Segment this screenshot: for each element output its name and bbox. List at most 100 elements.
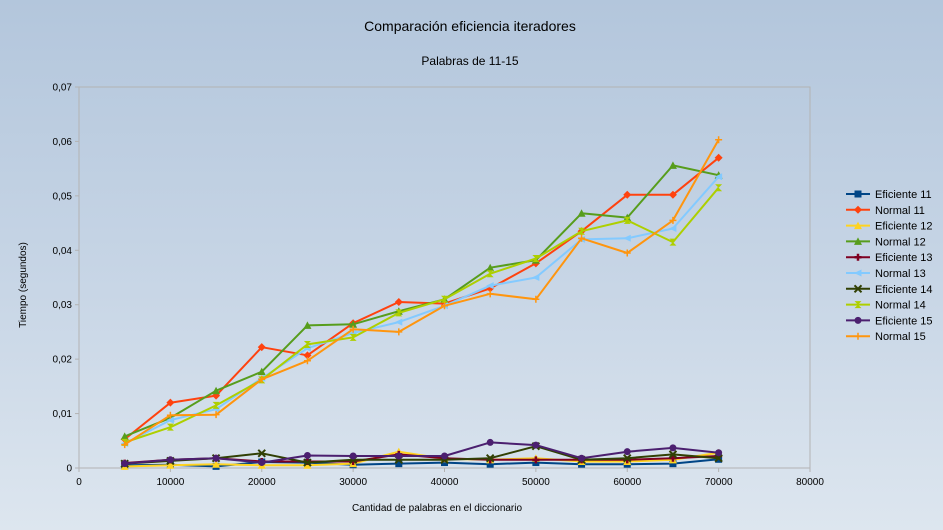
legend-item: Normal 11: [846, 205, 925, 217]
data-point: [486, 290, 494, 298]
legend-marker: [854, 221, 862, 230]
legend-label: Eficiente 15: [875, 315, 932, 327]
data-point: [714, 173, 723, 181]
x-tick-label: 20000: [248, 477, 276, 488]
data-point: [303, 458, 312, 467]
data-point: [669, 216, 677, 224]
series-line: [124, 187, 720, 444]
legend-item: Normal 15: [846, 331, 926, 343]
legend-marker: [853, 284, 863, 294]
data-point: [121, 460, 129, 468]
data-point: [303, 321, 312, 329]
x-tick-label: 10000: [156, 477, 184, 488]
data-point: [349, 333, 357, 341]
data-point: [441, 452, 448, 460]
x-tick-label: 40000: [431, 477, 459, 488]
legend-item: Eficiente 13: [846, 252, 932, 264]
y-axis-label: Tiempo (segundos): [18, 242, 29, 328]
data-point: [623, 453, 632, 463]
data-point: [578, 234, 586, 242]
data-point: [349, 325, 357, 333]
x-tick-label: 0: [76, 477, 82, 488]
data-point: [485, 453, 495, 463]
series-line: [124, 458, 719, 468]
data-point: [532, 295, 540, 303]
data-point: [578, 454, 586, 462]
data-point: [486, 270, 494, 278]
data-point: [669, 460, 677, 468]
data-point: [166, 398, 175, 407]
data-point: [668, 190, 677, 199]
series-normal-15: [121, 136, 723, 449]
chart-subtitle: Palabras de 11-15: [421, 54, 519, 68]
legend-item: Normal 14: [846, 300, 926, 312]
data-point: [441, 459, 448, 467]
x-axis-label: Cantidad de palabras en el diccionario: [352, 503, 523, 514]
legend-label: Normal 14: [875, 300, 926, 312]
series-normal-13: [120, 173, 723, 448]
legend-label: Normal 13: [875, 268, 926, 280]
legend-item: Eficiente 15: [846, 315, 932, 327]
data-point: [623, 216, 631, 224]
data-point: [486, 460, 494, 468]
legend-item: Normal 13: [846, 268, 926, 280]
legend-marker: [854, 190, 862, 198]
data-point: [486, 438, 494, 446]
legend-label: Normal 11: [875, 205, 925, 217]
data-point: [395, 309, 403, 317]
legend-label: Eficiente 13: [875, 252, 932, 264]
data-point: [121, 441, 129, 449]
data-point: [303, 451, 311, 459]
y-tick-label: 0,01: [53, 409, 73, 420]
data-point: [532, 441, 540, 449]
legend-marker: [854, 253, 862, 261]
data-point: [166, 456, 174, 464]
data-point: [257, 343, 266, 352]
data-point: [349, 452, 357, 460]
legend-marker: [854, 301, 862, 309]
x-tick-label: 80000: [796, 477, 824, 488]
data-point: [212, 401, 220, 409]
data-point: [257, 449, 266, 458]
data-point: [623, 448, 631, 456]
data-point: [212, 386, 221, 395]
chart-title: Comparación eficiencia iteradores: [364, 18, 576, 34]
data-point: [212, 411, 220, 419]
series-line: [124, 445, 719, 465]
data-point: [623, 249, 631, 257]
x-tick-label: 50000: [522, 477, 550, 488]
data-point: [715, 184, 723, 192]
data-point: [486, 282, 494, 290]
data-point: [441, 295, 448, 303]
data-point: [212, 454, 220, 462]
data-point: [532, 254, 540, 262]
legend-marker: [854, 237, 862, 245]
y-tick-label: 0,05: [53, 191, 73, 202]
y-tick-label: 0,06: [53, 137, 73, 148]
legend-item: Normal 12: [846, 236, 926, 248]
y-tick-label: 0,02: [53, 355, 73, 366]
x-tick-label: 70000: [705, 477, 733, 488]
legend-label: Normal 15: [875, 331, 926, 343]
data-point: [623, 190, 632, 199]
data-point: [578, 227, 586, 235]
data-point: [623, 234, 631, 242]
data-point: [532, 456, 540, 464]
data-point: [714, 453, 723, 463]
series-line: [124, 176, 720, 445]
plot-area: [78, 86, 811, 469]
series-line: [124, 139, 720, 446]
legend-item: Eficiente 14: [846, 284, 932, 296]
y-tick-label: 0: [66, 464, 72, 475]
data-point: [714, 153, 723, 162]
y-tick-label: 0,07: [53, 83, 73, 94]
data-point: [258, 375, 266, 383]
legend-label: Eficiente 11: [875, 189, 932, 201]
x-tick-label: 60000: [613, 477, 641, 488]
data-point: [166, 461, 175, 469]
legend-marker: [854, 205, 862, 214]
data-point: [120, 432, 129, 440]
data-point: [258, 459, 266, 467]
data-point: [257, 367, 266, 376]
